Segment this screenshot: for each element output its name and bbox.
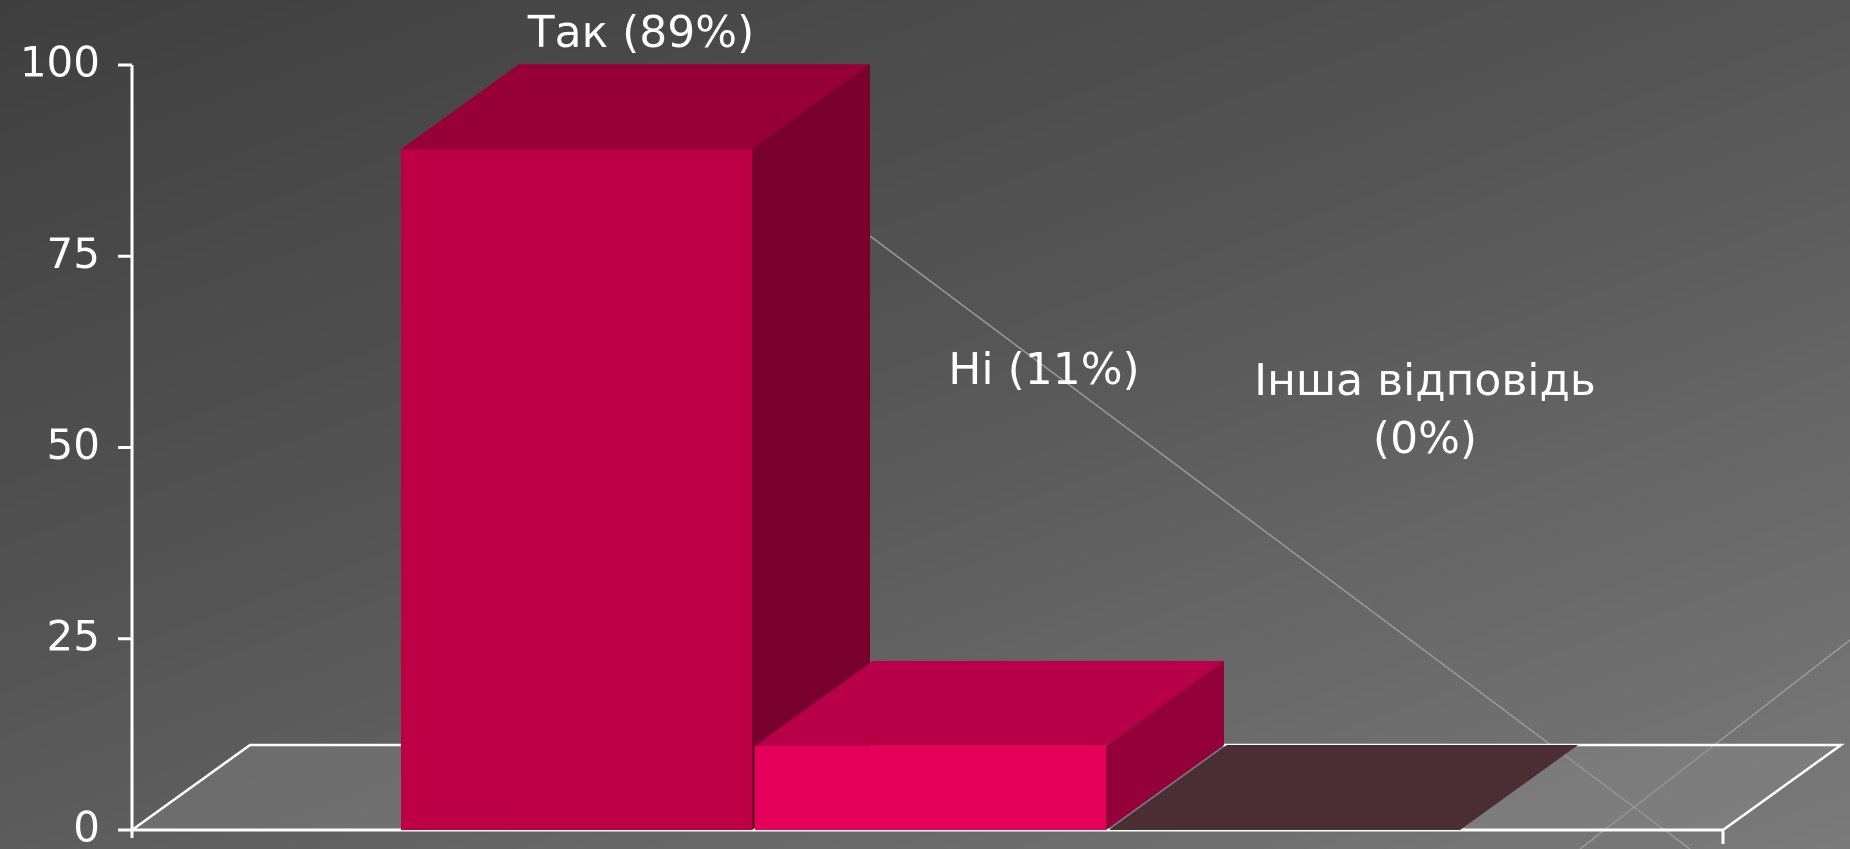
y-tick-label: 50 (47, 420, 100, 469)
data-label: Ні (11%) (948, 344, 1140, 395)
bar-side (752, 64, 870, 830)
bar-front (755, 745, 1106, 830)
bars (401, 64, 1578, 830)
bar-side (1106, 660, 1224, 830)
data-label: Так (89%) (527, 7, 755, 58)
y-tick-label: 100 (20, 38, 100, 87)
axis: 0 25 50 75 100 (20, 38, 1725, 849)
bar-top (1109, 745, 1578, 830)
y-tick-label: 75 (47, 229, 100, 278)
data-label: Інша відповідь (0%) (1254, 355, 1596, 464)
bar-top (401, 64, 870, 150)
bar-front (401, 149, 752, 830)
bar-top (755, 660, 1224, 746)
y-tick-label: 25 (47, 611, 100, 660)
y-tick-label: 0 (73, 803, 100, 849)
